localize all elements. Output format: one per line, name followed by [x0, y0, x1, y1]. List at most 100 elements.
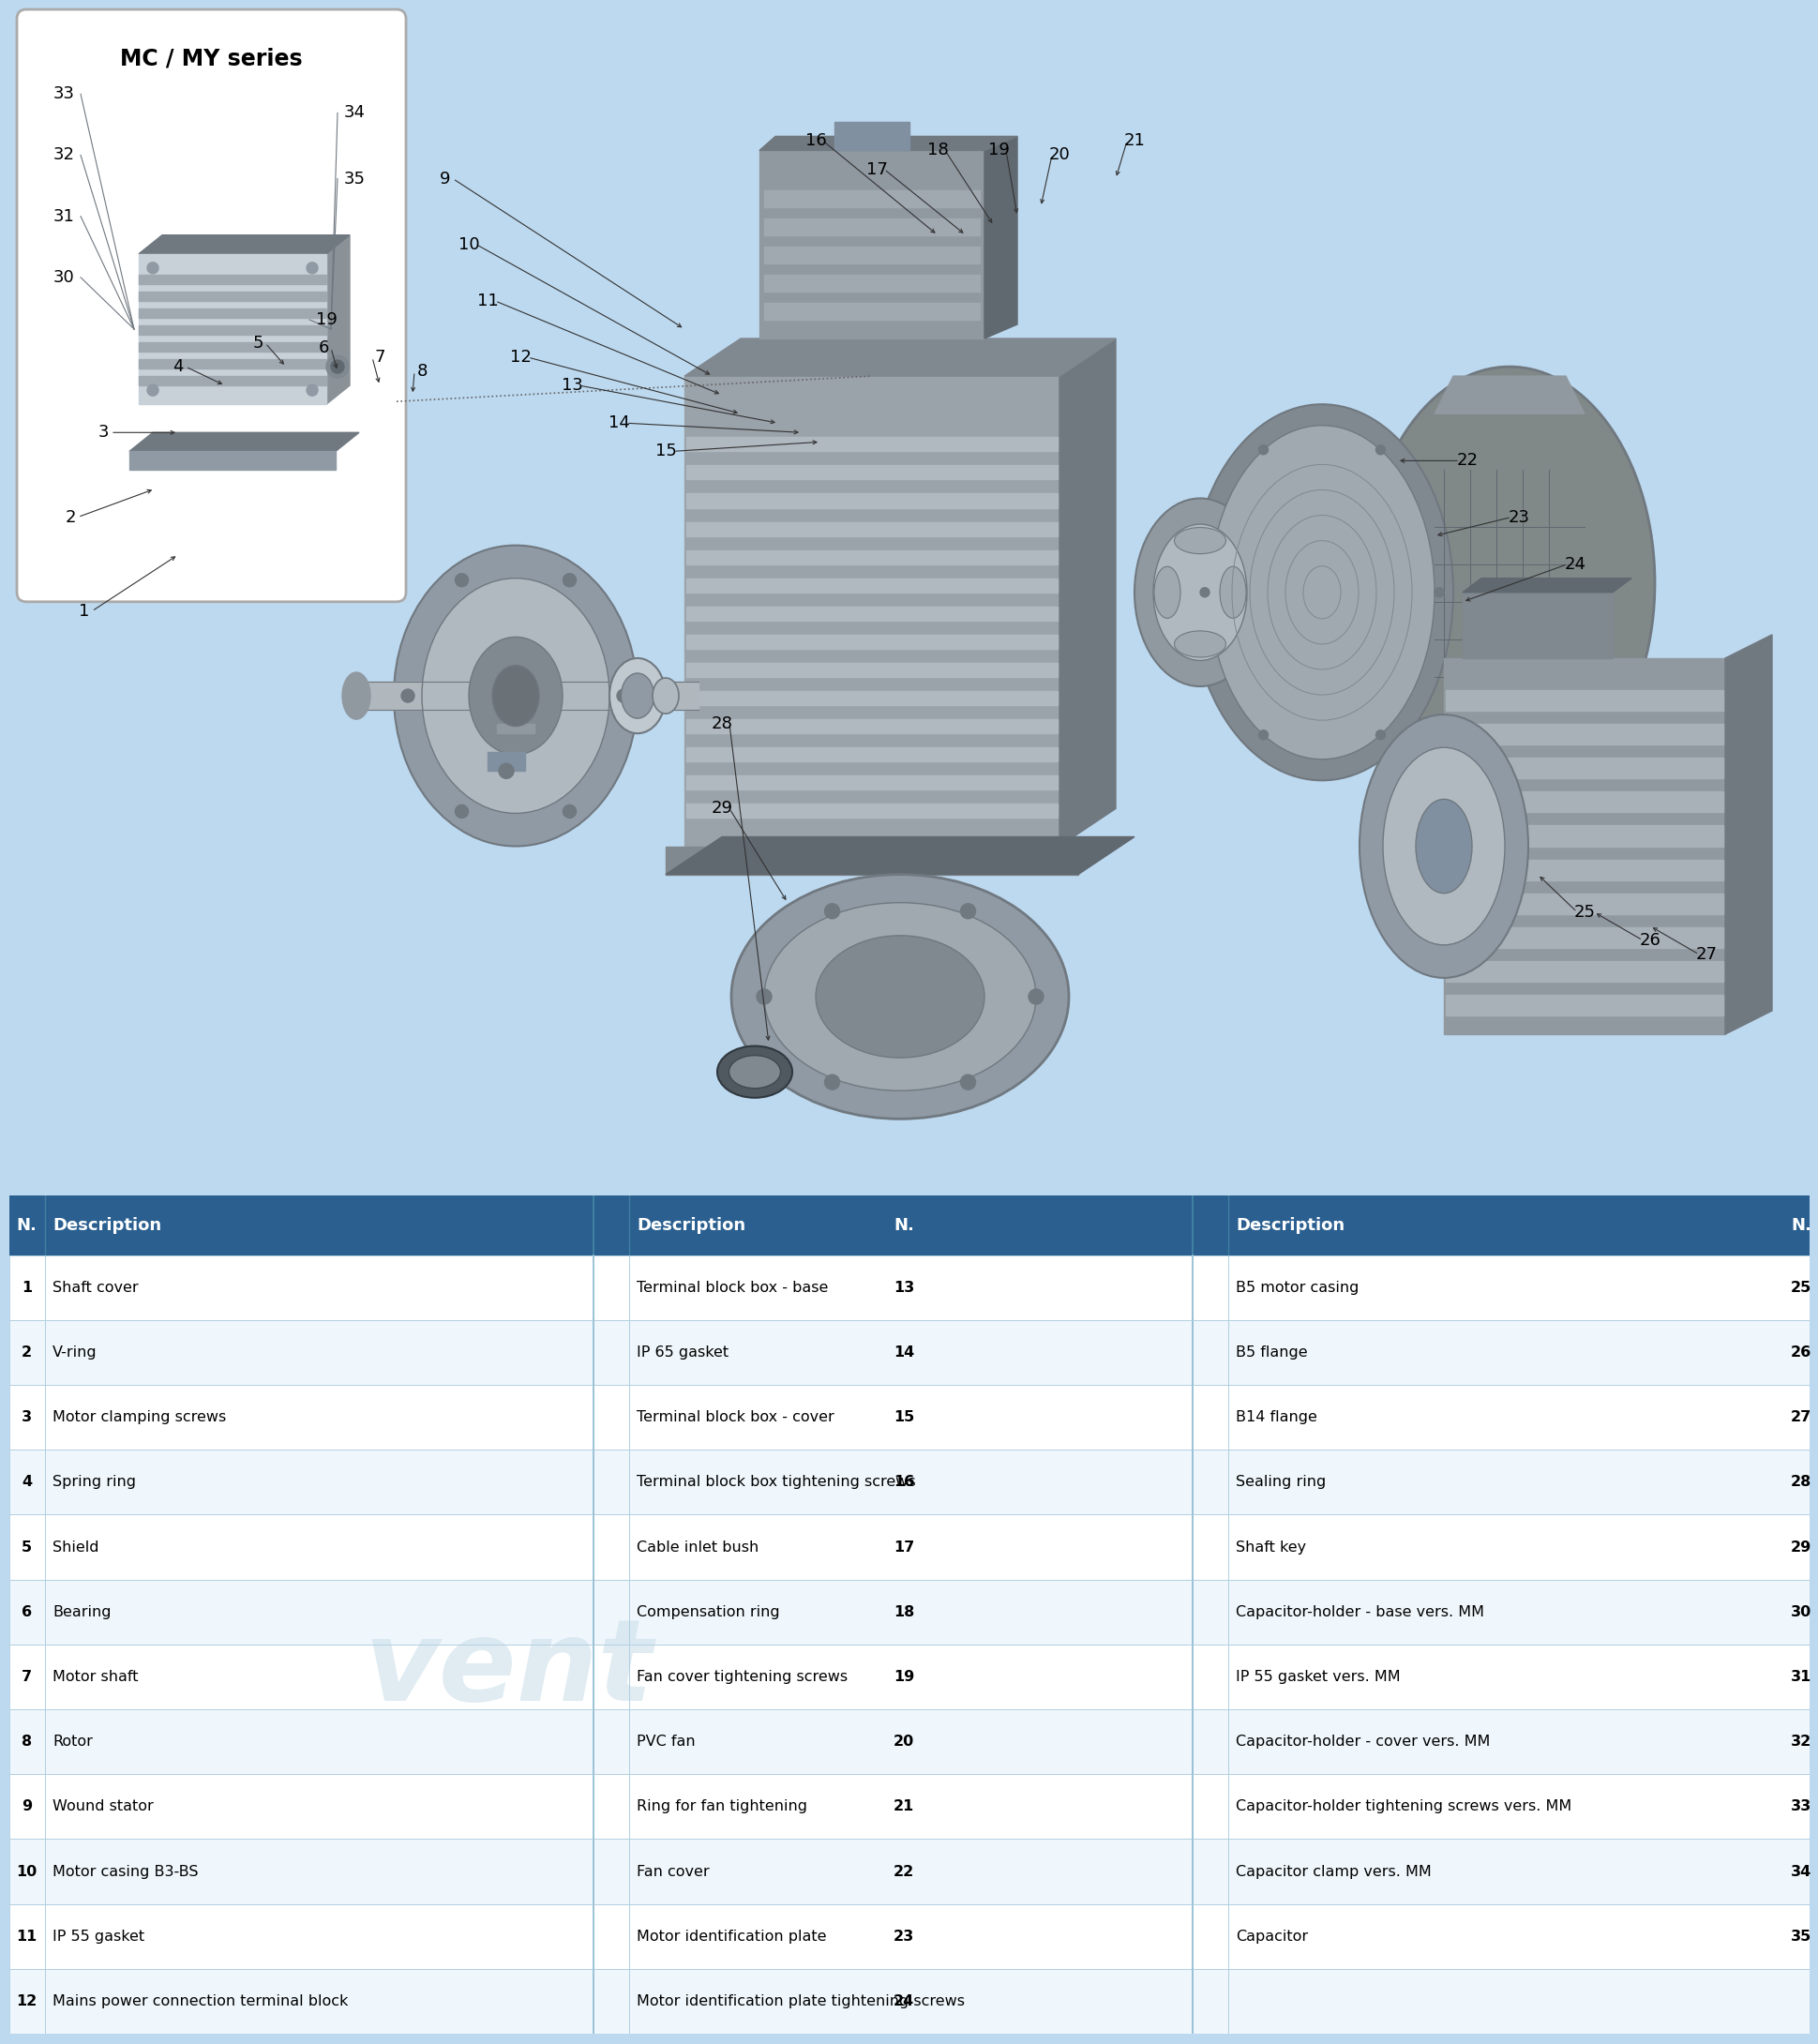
Circle shape: [454, 805, 467, 818]
Text: 23: 23: [1507, 509, 1529, 525]
Ellipse shape: [1134, 499, 1265, 687]
Ellipse shape: [1191, 405, 1453, 781]
Ellipse shape: [1414, 799, 1471, 893]
Polygon shape: [685, 493, 1056, 507]
Polygon shape: [685, 719, 1056, 734]
Circle shape: [824, 903, 840, 918]
Text: 21: 21: [893, 1799, 914, 1813]
Polygon shape: [685, 466, 1056, 480]
Polygon shape: [1462, 578, 1631, 593]
Text: 1: 1: [22, 1280, 33, 1294]
Polygon shape: [665, 836, 1134, 875]
Polygon shape: [138, 360, 325, 368]
Polygon shape: [1445, 791, 1722, 811]
Text: 32: 32: [1791, 1735, 1811, 1750]
Ellipse shape: [609, 658, 665, 734]
Text: 7: 7: [22, 1670, 33, 1684]
Polygon shape: [834, 123, 909, 151]
Polygon shape: [685, 550, 1056, 564]
Text: 15: 15: [893, 1410, 914, 1425]
Text: Terminal block box - cover: Terminal block box - cover: [636, 1410, 834, 1425]
Text: 35: 35: [344, 170, 365, 188]
Text: 28: 28: [1791, 1476, 1811, 1490]
Text: 6: 6: [318, 339, 329, 356]
Text: 23: 23: [893, 1930, 914, 1944]
Text: 2: 2: [22, 1345, 33, 1359]
Text: Capacitor: Capacitor: [1234, 1930, 1307, 1944]
Polygon shape: [1445, 691, 1722, 711]
Text: 29: 29: [1791, 1539, 1811, 1553]
Text: 9: 9: [440, 170, 451, 188]
Ellipse shape: [1153, 523, 1247, 660]
Polygon shape: [685, 775, 1056, 789]
Polygon shape: [1445, 893, 1722, 914]
Text: Terminal block box - base: Terminal block box - base: [636, 1280, 829, 1294]
Ellipse shape: [764, 903, 1036, 1091]
Polygon shape: [685, 521, 1056, 536]
Text: Capacitor-holder - base vers. MM: Capacitor-holder - base vers. MM: [1234, 1605, 1483, 1619]
Polygon shape: [764, 219, 980, 235]
Circle shape: [960, 1075, 974, 1089]
Polygon shape: [685, 578, 1056, 593]
Polygon shape: [760, 151, 984, 339]
Bar: [9, 1196, 1809, 1255]
Text: 17: 17: [893, 1539, 914, 1553]
Text: 6: 6: [22, 1605, 33, 1619]
Circle shape: [1027, 989, 1044, 1004]
Bar: [9, 1709, 1809, 1774]
Text: 11: 11: [476, 292, 498, 309]
Text: 3: 3: [22, 1410, 33, 1425]
Text: B14 flange: B14 flange: [1234, 1410, 1316, 1425]
Text: Bearing: Bearing: [53, 1605, 111, 1619]
Polygon shape: [665, 846, 1078, 875]
Text: 22: 22: [1456, 452, 1478, 470]
Bar: [9, 1968, 1809, 2034]
Circle shape: [454, 574, 467, 587]
Bar: [9, 1255, 1809, 1320]
Text: 31: 31: [1791, 1670, 1811, 1684]
Circle shape: [824, 1075, 840, 1089]
Text: B5 motor casing: B5 motor casing: [1234, 1280, 1358, 1294]
Ellipse shape: [469, 638, 562, 754]
Bar: [9, 1386, 1809, 1449]
Text: N.: N.: [893, 1216, 914, 1235]
Text: 12: 12: [509, 350, 531, 366]
Ellipse shape: [1382, 748, 1503, 944]
Text: 34: 34: [1791, 1864, 1811, 1878]
Text: 30: 30: [1791, 1605, 1811, 1619]
Text: 9: 9: [22, 1799, 33, 1813]
Text: V-ring: V-ring: [53, 1345, 96, 1359]
Polygon shape: [1445, 724, 1722, 744]
Text: Fan cover tightening screws: Fan cover tightening screws: [636, 1670, 847, 1684]
Bar: [9, 1774, 1809, 1840]
Text: Capacitor clamp vers. MM: Capacitor clamp vers. MM: [1234, 1864, 1431, 1878]
Ellipse shape: [342, 672, 371, 719]
Text: Description: Description: [53, 1216, 162, 1235]
Text: 25: 25: [1573, 903, 1594, 920]
Polygon shape: [1445, 826, 1722, 846]
Polygon shape: [1445, 858, 1722, 881]
Ellipse shape: [1174, 527, 1225, 554]
Text: Shaft key: Shaft key: [1234, 1539, 1305, 1553]
Polygon shape: [138, 309, 325, 317]
Polygon shape: [129, 433, 358, 452]
Text: 14: 14: [893, 1345, 914, 1359]
Ellipse shape: [393, 546, 638, 846]
Polygon shape: [760, 137, 1016, 151]
Text: 4: 4: [173, 358, 184, 376]
Polygon shape: [764, 303, 980, 319]
Text: Shield: Shield: [53, 1539, 98, 1553]
Text: Cable inlet bush: Cable inlet bush: [636, 1539, 758, 1553]
Text: Shaft cover: Shaft cover: [53, 1280, 138, 1294]
Text: 24: 24: [893, 1995, 914, 2009]
Ellipse shape: [653, 679, 678, 713]
Polygon shape: [1723, 634, 1771, 1034]
Polygon shape: [138, 341, 325, 352]
Polygon shape: [685, 691, 1056, 705]
Bar: [9, 1580, 1809, 1645]
Ellipse shape: [729, 1055, 780, 1087]
Text: 33: 33: [1791, 1799, 1811, 1813]
Text: 11: 11: [16, 1930, 38, 1944]
Circle shape: [756, 989, 771, 1004]
Circle shape: [1434, 589, 1443, 597]
